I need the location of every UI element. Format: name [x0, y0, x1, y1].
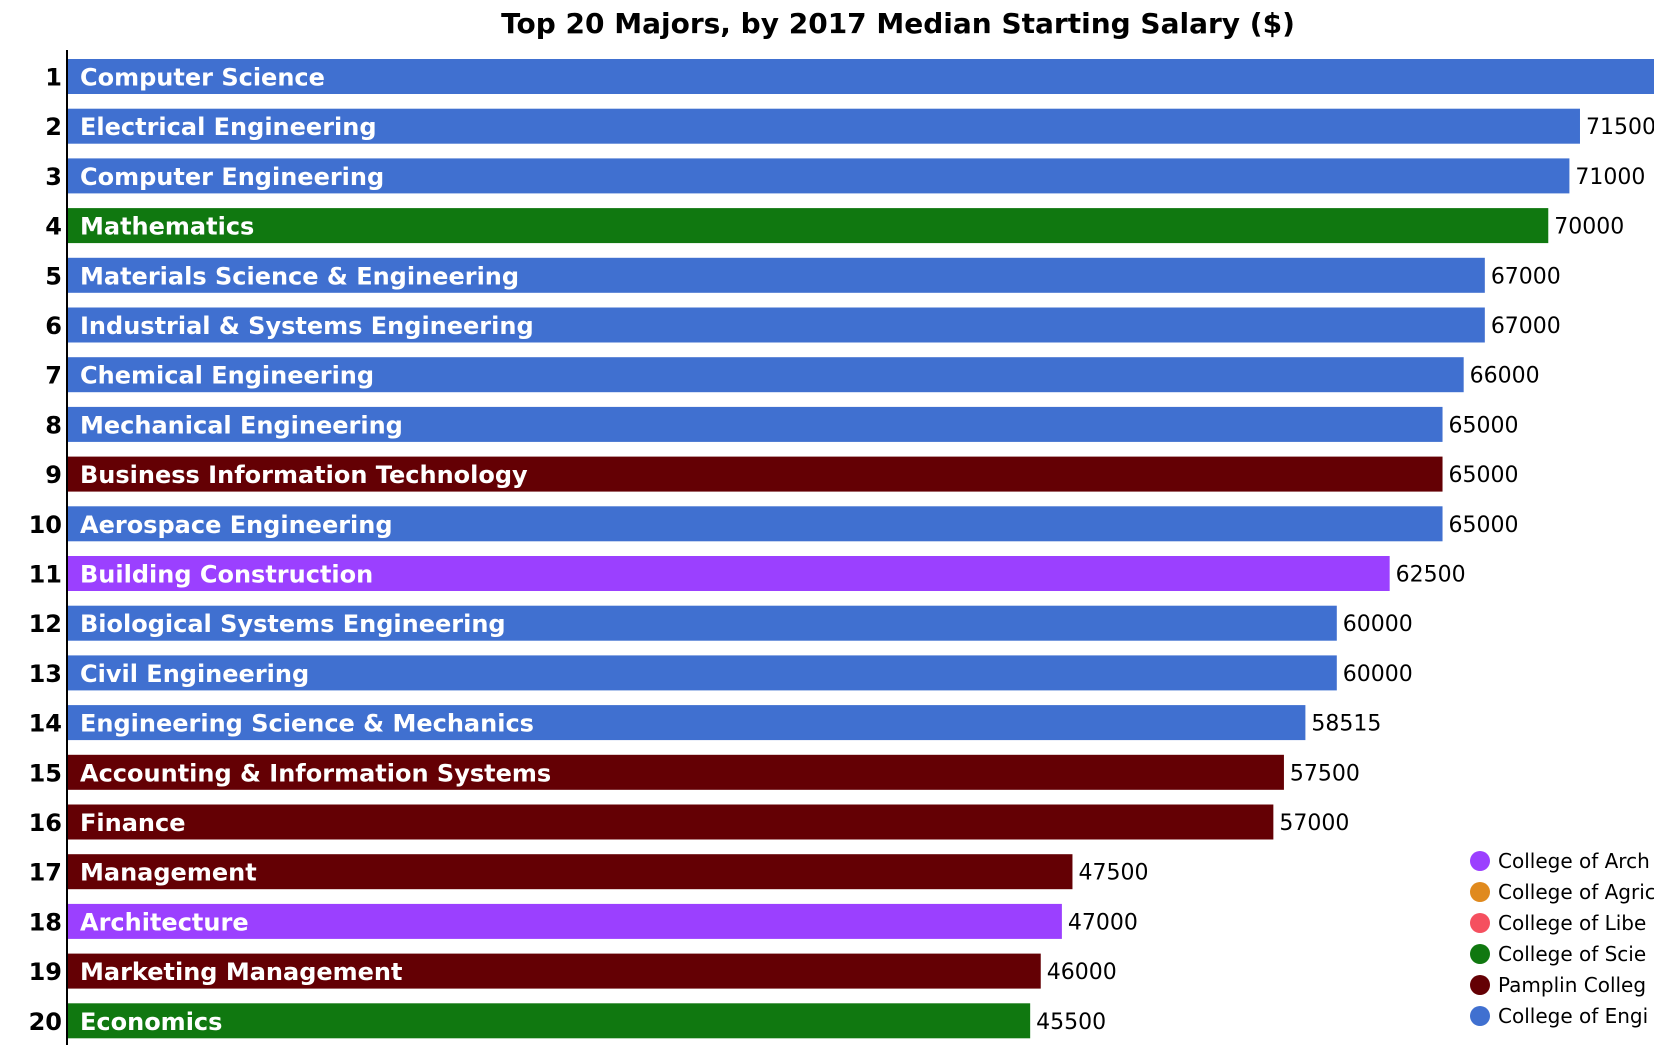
- bar-label-14: Engineering Science & Mechanics: [80, 710, 534, 738]
- legend-marker-3: [1470, 944, 1490, 964]
- bar-label-18: Architecture: [80, 908, 249, 936]
- value-label-11: 62500: [1396, 563, 1466, 588]
- value-label-13: 60000: [1343, 662, 1413, 687]
- bar-2: [68, 108, 1580, 144]
- legend-marker-1: [1470, 882, 1490, 902]
- bar-10: [68, 506, 1443, 542]
- bar-4: [68, 208, 1549, 244]
- bar-label-10: Aerospace Engineering: [80, 511, 393, 539]
- rank-label-12: 12: [29, 610, 62, 638]
- value-label-9: 65000: [1449, 463, 1519, 488]
- bar-label-8: Mechanical Engineering: [80, 411, 403, 439]
- legend-label-3: College of Scie: [1498, 942, 1646, 966]
- bar-11: [68, 556, 1390, 591]
- bar-label-15: Accounting & Information Systems: [80, 759, 551, 787]
- rank-label-8: 8: [45, 411, 62, 439]
- value-label-10: 65000: [1449, 513, 1519, 538]
- bar-19: [68, 953, 1041, 989]
- bar-17: [68, 854, 1073, 890]
- value-label-14: 58515: [1311, 712, 1381, 737]
- value-label-15: 57500: [1290, 761, 1360, 786]
- bar-3: [68, 158, 1570, 194]
- bar-9: [68, 456, 1443, 492]
- rank-label-4: 4: [45, 213, 62, 241]
- legend-label-0: College of Arch: [1498, 849, 1650, 873]
- rank-label-15: 15: [29, 759, 62, 787]
- legend-marker-0: [1470, 851, 1490, 871]
- rank-label-6: 6: [45, 312, 62, 340]
- rank-label-11: 11: [29, 561, 62, 589]
- legend-marker-2: [1470, 913, 1490, 933]
- rank-label-2: 2: [45, 113, 62, 141]
- bar-label-9: Business Information Technology: [80, 461, 528, 489]
- bars-group: 1 Computer Science 2 Electrical Engineering…: [29, 59, 1654, 1039]
- rank-label-14: 14: [29, 710, 62, 738]
- value-label-20: 45500: [1036, 1010, 1106, 1035]
- bar-5: [68, 257, 1485, 293]
- bar-label-12: Biological Systems Engineering: [80, 610, 506, 638]
- legend-marker-4: [1470, 975, 1490, 995]
- legend-marker-5: [1470, 1006, 1490, 1026]
- rank-label-17: 17: [29, 859, 62, 887]
- rank-label-1: 1: [45, 64, 62, 92]
- value-label-2: 71500: [1586, 115, 1654, 140]
- legend: College of Arch College of Agric College o…: [1470, 849, 1654, 1028]
- value-label-7: 66000: [1470, 364, 1540, 389]
- bar-label-4: Mathematics: [80, 213, 254, 241]
- bar-label-1: Computer Science: [80, 64, 325, 92]
- bar-label-20: Economics: [80, 1008, 222, 1036]
- rank-label-19: 19: [29, 958, 62, 986]
- bar-label-6: Industrial & Systems Engineering: [80, 312, 534, 340]
- bar-15: [68, 754, 1284, 790]
- bar-label-5: Materials Science & Engineering: [80, 262, 519, 290]
- bar-label-2: Electrical Engineering: [80, 113, 377, 141]
- bar-label-19: Marketing Management: [80, 958, 403, 986]
- rank-label-20: 20: [29, 1008, 62, 1036]
- bar-20: [68, 1003, 1031, 1039]
- bar-16: [68, 804, 1274, 840]
- value-label-17: 47500: [1078, 861, 1148, 886]
- bar-12: [68, 605, 1337, 641]
- rank-label-18: 18: [29, 908, 62, 936]
- legend-label-4: Pamplin Colleg: [1498, 973, 1646, 997]
- bar-label-16: Finance: [80, 809, 186, 837]
- rank-label-3: 3: [45, 163, 62, 191]
- value-label-6: 67000: [1491, 314, 1561, 339]
- legend-label-2: College of Libe: [1498, 911, 1646, 935]
- rank-label-5: 5: [45, 262, 62, 290]
- bar-13: [68, 655, 1337, 691]
- bar-label-17: Management: [80, 859, 257, 887]
- rank-label-7: 7: [45, 362, 62, 390]
- rank-label-13: 13: [29, 660, 62, 688]
- bar-14: [68, 705, 1306, 741]
- bar-label-3: Computer Engineering: [80, 163, 384, 191]
- bar-18: [68, 903, 1062, 939]
- bar-label-7: Chemical Engineering: [80, 362, 374, 390]
- bar-7: [68, 357, 1464, 393]
- value-label-19: 46000: [1047, 960, 1117, 985]
- bar-1: [68, 59, 1654, 94]
- chart-title: Top 20 Majors, by 2017 Median Starting S…: [501, 7, 1295, 40]
- legend-label-1: College of Agric: [1498, 880, 1654, 904]
- value-label-5: 67000: [1491, 264, 1561, 289]
- value-label-16: 57000: [1279, 811, 1349, 836]
- rank-label-9: 9: [45, 461, 62, 489]
- bar-label-13: Civil Engineering: [80, 660, 309, 688]
- bar-8: [68, 406, 1443, 442]
- value-label-3: 71000: [1575, 165, 1645, 190]
- bar-label-11: Building Construction: [80, 561, 373, 589]
- value-label-4: 70000: [1554, 215, 1624, 240]
- legend-label-5: College of Engi: [1498, 1004, 1648, 1028]
- value-label-18: 47000: [1068, 910, 1138, 935]
- rank-label-10: 10: [29, 511, 62, 539]
- rank-label-16: 16: [29, 809, 62, 837]
- value-label-12: 60000: [1343, 612, 1413, 637]
- bar-6: [68, 307, 1485, 343]
- value-label-8: 65000: [1449, 413, 1519, 438]
